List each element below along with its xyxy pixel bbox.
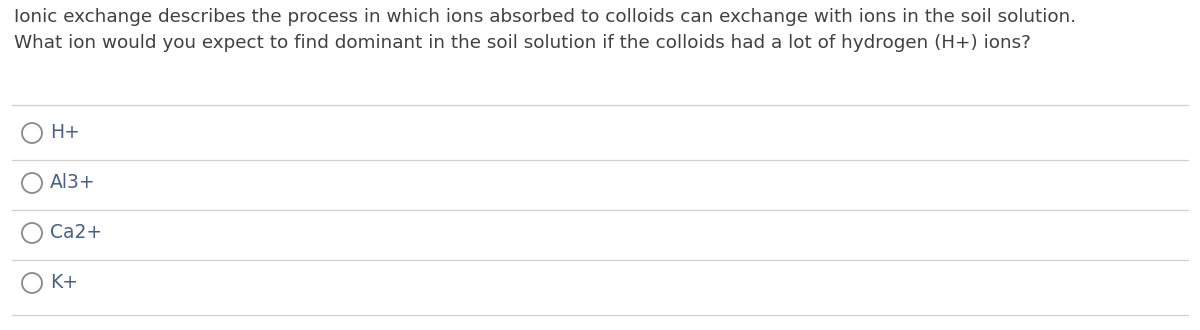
Text: What ion would you expect to find dominant in the soil solution if the colloids : What ion would you expect to find domina… [14,34,1031,52]
Text: Ca2+: Ca2+ [50,223,102,243]
Text: K+: K+ [50,274,78,292]
Text: Ionic exchange describes the process in which ions absorbed to colloids can exch: Ionic exchange describes the process in … [14,8,1076,26]
Ellipse shape [22,273,42,293]
Text: H+: H+ [50,123,80,143]
Text: Al3+: Al3+ [50,174,96,192]
Ellipse shape [22,123,42,143]
Ellipse shape [22,173,42,193]
Ellipse shape [22,223,42,243]
